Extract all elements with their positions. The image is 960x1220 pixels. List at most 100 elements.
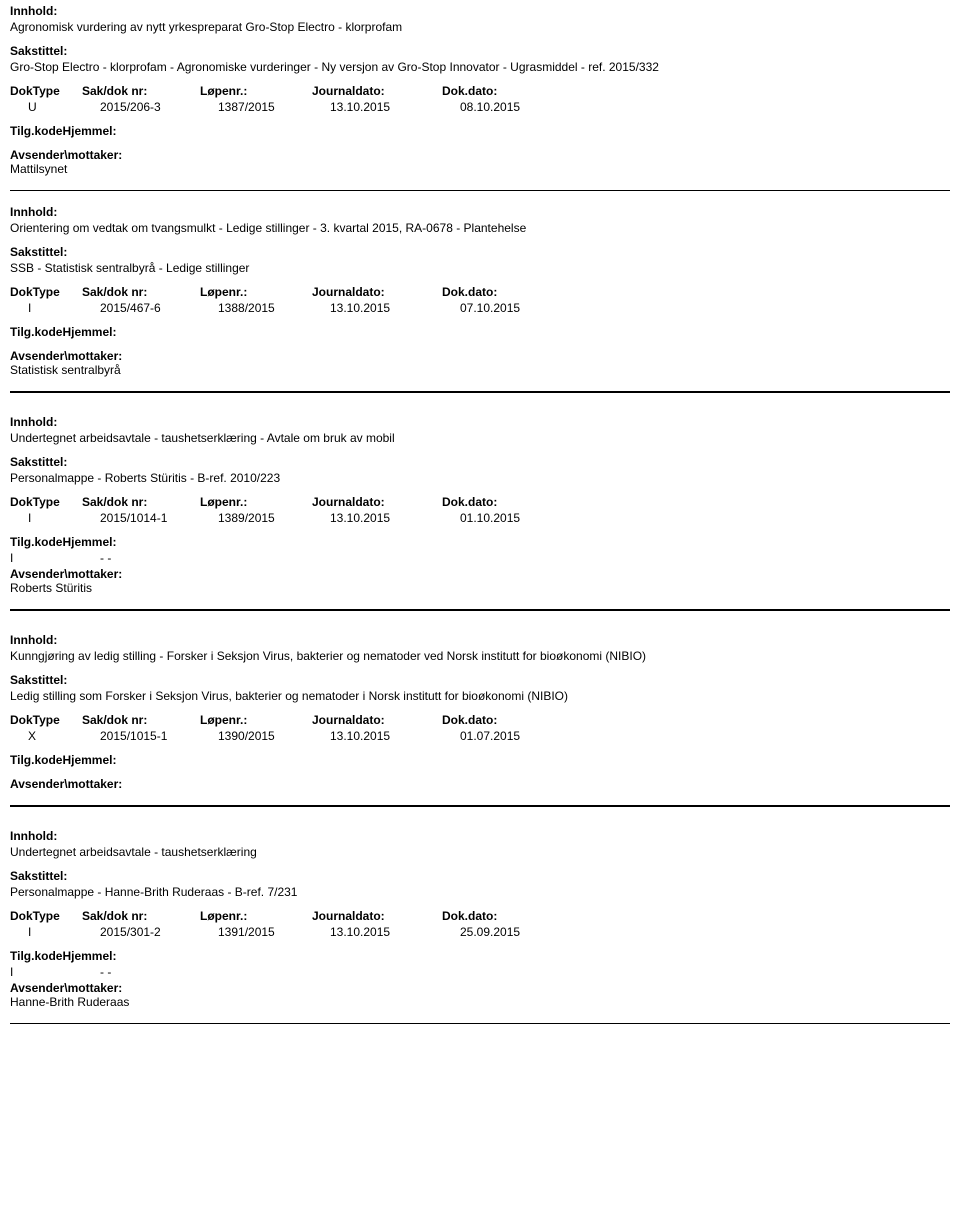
innhold-label: Innhold: [10,4,950,18]
metadata-header-row: DokType Sak/dok nr: Løpenr.: Journaldato… [10,285,950,299]
journal-entry: Innhold: Orientering om vedtak om tvangs… [10,205,950,377]
doktype-value: I [10,925,100,939]
journaldato-header: Journaldato: [312,285,442,299]
avsender-value: Mattilsynet [10,162,950,176]
innhold-label: Innhold: [10,633,950,647]
dokdato-header: Dok.dato: [442,495,572,509]
dokdato-value: 07.10.2015 [460,301,590,315]
lopenr-header: Løpenr.: [200,285,312,299]
tilg-code-right: - - [100,551,111,565]
lopenr-header: Løpenr.: [200,495,312,509]
dokdato-value: 25.09.2015 [460,925,590,939]
sakstittel-label: Sakstittel: [10,455,950,469]
entry-separator-thick [10,391,950,393]
avsender-label: Avsender\mottaker: [10,981,950,995]
avsender-label: Avsender\mottaker: [10,148,950,162]
sakstittel-value: Personalmappe - Roberts Stüritis - B-ref… [10,471,950,485]
lopenr-value: 1387/2015 [218,100,330,114]
journaldato-header: Journaldato: [312,84,442,98]
journaldato-value: 13.10.2015 [330,925,460,939]
innhold-label: Innhold: [10,205,950,219]
tilg-label: Tilg.kodeHjemmel: [10,124,950,138]
sakstittel-value: SSB - Statistisk sentralbyrå - Ledige st… [10,261,950,275]
journal-page: Innhold: Agronomisk vurdering av nytt yr… [0,0,960,1058]
journal-entry: Innhold: Kunngjøring av ledig stilling -… [10,633,950,791]
journaldato-value: 13.10.2015 [330,100,460,114]
metadata-value-row: I 2015/467-6 1388/2015 13.10.2015 07.10.… [10,301,950,315]
tilg-code-row: I - - [10,551,950,565]
tilg-label: Tilg.kodeHjemmel: [10,535,950,549]
tilg-code-row: I - - [10,965,950,979]
dokdato-header: Dok.dato: [442,285,572,299]
innhold-value: Kunngjøring av ledig stilling - Forsker … [10,649,950,663]
metadata-value-row: I 2015/1014-1 1389/2015 13.10.2015 01.10… [10,511,950,525]
lopenr-header: Løpenr.: [200,713,312,727]
sakdok-value: 2015/206-3 [100,100,218,114]
lopenr-value: 1391/2015 [218,925,330,939]
sakdok-header: Sak/dok nr: [82,285,200,299]
sakstittel-value: Personalmappe - Hanne-Brith Ruderaas - B… [10,885,950,899]
journaldato-header: Journaldato: [312,495,442,509]
dokdato-header: Dok.dato: [442,909,572,923]
sakdok-header: Sak/dok nr: [82,84,200,98]
avsender-label: Avsender\mottaker: [10,567,950,581]
doktype-value: I [10,301,100,315]
sakdok-header: Sak/dok nr: [82,713,200,727]
doktype-header: DokType [10,84,82,98]
tilg-code-left: I [10,965,100,979]
doktype-value: I [10,511,100,525]
doktype-value: U [10,100,100,114]
avsender-value: Hanne-Brith Ruderaas [10,995,950,1009]
dokdato-value: 01.10.2015 [460,511,590,525]
tilg-code-right: - - [100,965,111,979]
innhold-label: Innhold: [10,415,950,429]
journaldato-value: 13.10.2015 [330,511,460,525]
sakstittel-value: Gro-Stop Electro - klorprofam - Agronomi… [10,60,950,74]
avsender-label: Avsender\mottaker: [10,349,950,363]
metadata-value-row: I 2015/301-2 1391/2015 13.10.2015 25.09.… [10,925,950,939]
tilg-code-left: I [10,551,100,565]
lopenr-header: Løpenr.: [200,84,312,98]
doktype-header: DokType [10,713,82,727]
entry-separator-thick [10,609,950,611]
metadata-value-row: U 2015/206-3 1387/2015 13.10.2015 08.10.… [10,100,950,114]
avsender-label: Avsender\mottaker: [10,777,950,791]
avsender-value: Statistisk sentralbyrå [10,363,950,377]
dokdato-header: Dok.dato: [442,713,572,727]
journaldato-value: 13.10.2015 [330,729,460,743]
sakstittel-label: Sakstittel: [10,44,950,58]
sakdok-value: 2015/301-2 [100,925,218,939]
lopenr-value: 1389/2015 [218,511,330,525]
sakstittel-label: Sakstittel: [10,673,950,687]
tilg-label: Tilg.kodeHjemmel: [10,949,950,963]
doktype-header: DokType [10,285,82,299]
innhold-value: Undertegnet arbeidsavtale - taushetserkl… [10,431,950,445]
dokdato-value: 08.10.2015 [460,100,590,114]
journaldato-header: Journaldato: [312,713,442,727]
sakdok-value: 2015/1014-1 [100,511,218,525]
avsender-value: Roberts Stüritis [10,581,950,595]
metadata-header-row: DokType Sak/dok nr: Løpenr.: Journaldato… [10,909,950,923]
sakdok-header: Sak/dok nr: [82,495,200,509]
entry-separator [10,1023,950,1024]
metadata-header-row: DokType Sak/dok nr: Løpenr.: Journaldato… [10,495,950,509]
doktype-header: DokType [10,909,82,923]
metadata-header-row: DokType Sak/dok nr: Løpenr.: Journaldato… [10,84,950,98]
innhold-value: Agronomisk vurdering av nytt yrkesprepar… [10,20,950,34]
sakdok-value: 2015/467-6 [100,301,218,315]
innhold-value: Orientering om vedtak om tvangsmulkt - L… [10,221,950,235]
innhold-label: Innhold: [10,829,950,843]
dokdato-value: 01.07.2015 [460,729,590,743]
metadata-header-row: DokType Sak/dok nr: Løpenr.: Journaldato… [10,713,950,727]
entry-separator [10,190,950,191]
metadata-value-row: X 2015/1015-1 1390/2015 13.10.2015 01.07… [10,729,950,743]
entry-separator-thick [10,805,950,807]
lopenr-value: 1390/2015 [218,729,330,743]
doktype-value: X [10,729,100,743]
lopenr-header: Løpenr.: [200,909,312,923]
journaldato-value: 13.10.2015 [330,301,460,315]
sakstittel-label: Sakstittel: [10,245,950,259]
sakstittel-label: Sakstittel: [10,869,950,883]
journaldato-header: Journaldato: [312,909,442,923]
innhold-value: Undertegnet arbeidsavtale - taushetserkl… [10,845,950,859]
